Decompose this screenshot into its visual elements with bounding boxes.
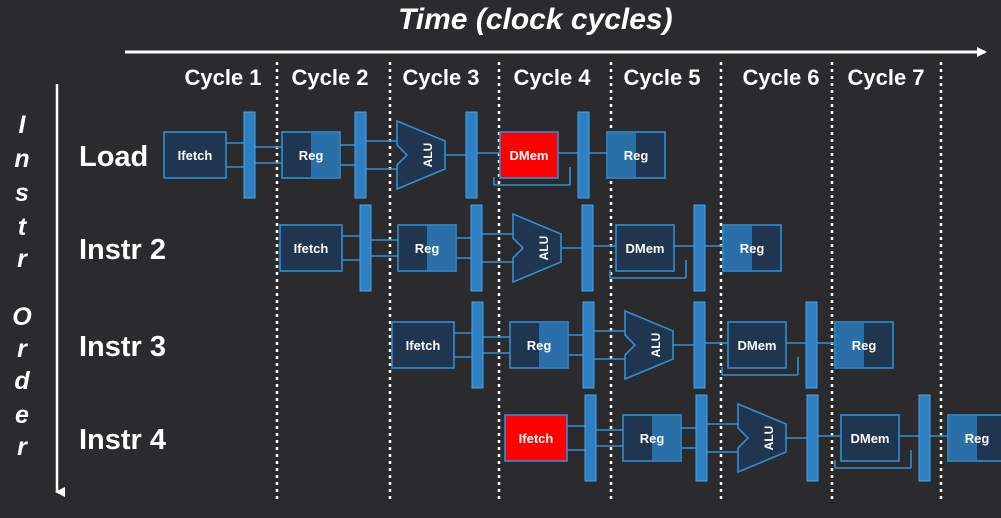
- reg-block-shade: [539, 323, 567, 367]
- reg-block-shade: [836, 323, 864, 367]
- cycle-label-7: Cycle 7: [847, 65, 924, 90]
- instr-label-2: Instr 2: [79, 234, 166, 266]
- pipeline-register-bar: [582, 301, 595, 389]
- pipeline-register-bar: [806, 394, 819, 482]
- time-axis-title: Time (clock cycles): [398, 3, 673, 36]
- cycle-label-6: Cycle 6: [742, 65, 819, 90]
- ifetch-block: [279, 224, 343, 272]
- ifetch-block: [163, 131, 227, 179]
- ifetch-label: Ifetch: [178, 148, 213, 163]
- instr-order-letter: r: [17, 335, 28, 363]
- ifetch-block: [504, 414, 568, 462]
- cycle-label-1: Cycle 1: [184, 65, 261, 90]
- instr-label-3: Instr 3: [79, 331, 166, 363]
- reg-label: Reg: [965, 431, 990, 446]
- reg-label: Reg: [852, 338, 877, 353]
- instr-order-letter: r: [17, 433, 28, 461]
- dmem-label: DMem: [509, 148, 548, 163]
- pipeline-register-bar: [470, 204, 483, 292]
- pipeline-register-bar: [693, 301, 706, 389]
- dmem-label: DMem: [737, 338, 776, 353]
- ifetch-block: [391, 321, 455, 369]
- dmem-block: [615, 224, 675, 272]
- reg-label: Reg: [740, 241, 765, 256]
- reg-block-shade: [724, 226, 752, 270]
- ifetch-label: Ifetch: [519, 431, 554, 446]
- cycle-label-2: Cycle 2: [291, 65, 368, 90]
- instr-order-letter: s: [15, 179, 29, 207]
- instr-label-4: Instr 4: [79, 424, 166, 456]
- pipeline-register-bar: [471, 301, 484, 389]
- pipeline-register-bar: [805, 301, 818, 389]
- alu-block: [396, 119, 446, 191]
- cycle-label-5: Cycle 5: [623, 65, 700, 90]
- pipeline-register-bar: [359, 204, 372, 292]
- pipeline-register-bar: [577, 111, 590, 199]
- alu-label: ALU: [537, 236, 551, 261]
- instr-order-letter: e: [15, 401, 29, 429]
- reg-label: Reg: [415, 241, 440, 256]
- instr-order-letter: O: [12, 303, 32, 331]
- alu-block: [737, 402, 787, 474]
- pipeline-register-bar: [918, 394, 931, 482]
- cycle-label-4: Cycle 4: [513, 65, 591, 90]
- ifetch-label: Ifetch: [294, 241, 329, 256]
- pipeline-register-bar: [581, 204, 594, 292]
- pipeline-register-bar: [243, 111, 256, 199]
- dmem-block: [840, 414, 900, 462]
- alu-label: ALU: [421, 143, 435, 168]
- instr-order-letter: n: [14, 145, 29, 173]
- alu-block: [512, 212, 562, 284]
- reg-label: Reg: [640, 431, 665, 446]
- reg-block-shade: [608, 133, 636, 177]
- alu-block: [624, 309, 674, 381]
- pipeline-register-bar: [465, 111, 478, 199]
- reg-label: Reg: [624, 148, 649, 163]
- cycle-label-3: Cycle 3: [402, 65, 479, 90]
- dmem-block: [499, 131, 559, 179]
- instr-order-letter: r: [17, 245, 28, 273]
- instr-order-letter: t: [18, 213, 28, 241]
- pipeline-register-bar: [695, 394, 708, 482]
- pipeline-register-bar: [584, 394, 597, 482]
- pipeline-register-bar: [693, 204, 706, 292]
- alu-label: ALU: [762, 426, 776, 451]
- dmem-block: [727, 321, 787, 369]
- alu-label: ALU: [649, 333, 663, 358]
- reg-label: Reg: [527, 338, 552, 353]
- instr-order-letter: I: [19, 111, 27, 139]
- dmem-label: DMem: [850, 431, 889, 446]
- pipeline-register-bar: [354, 111, 367, 199]
- reg-block-shade: [652, 416, 680, 460]
- ifetch-label: Ifetch: [406, 338, 441, 353]
- instr-label-1: Load: [79, 141, 148, 173]
- reg-block-shade: [427, 226, 455, 270]
- reg-label: Reg: [299, 148, 324, 163]
- instr-order-letter: d: [14, 367, 30, 395]
- reg-block-shade: [311, 133, 339, 177]
- dmem-label: DMem: [625, 241, 664, 256]
- reg-block-shade: [949, 416, 977, 460]
